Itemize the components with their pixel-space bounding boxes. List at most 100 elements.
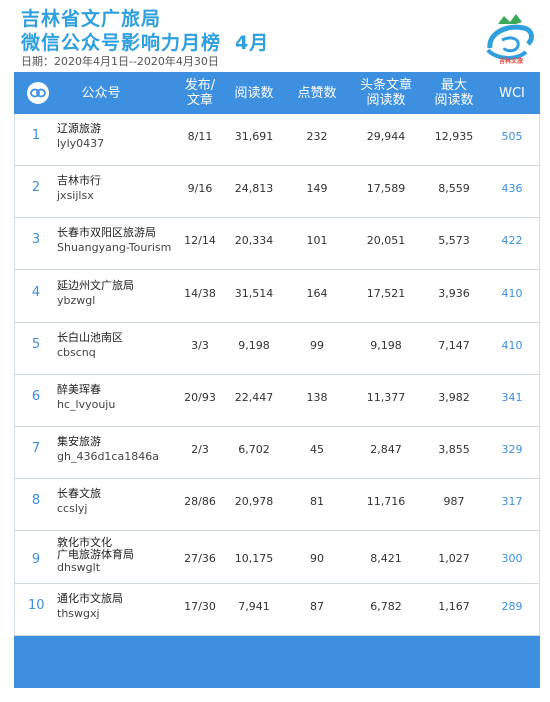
- cell-wci: 300: [501, 551, 523, 565]
- cell-wci: 410: [501, 286, 523, 300]
- account-name: 长白山池南区: [57, 330, 123, 344]
- cell-max: 3,982: [438, 391, 470, 404]
- footer-bar: [14, 636, 540, 688]
- cell-posts: 14/38: [184, 286, 216, 300]
- cell-reads: 9,198: [238, 338, 270, 352]
- cell-posts: 27/36: [184, 551, 216, 565]
- cell-posts: 12/14: [184, 234, 216, 248]
- cell-likes: 99: [310, 338, 324, 352]
- col-max-line2: 阅读数: [434, 93, 474, 108]
- account-name: 延边州文广旅局: [57, 278, 134, 292]
- col-posts-line1: 发布/: [184, 78, 216, 93]
- cell-posts: 8/11: [187, 130, 213, 143]
- cell-headline: 11,377: [366, 391, 406, 404]
- account-id: ccslyj: [57, 502, 88, 516]
- cell-max: 1,167: [438, 599, 470, 613]
- rank-number: 5: [31, 336, 41, 352]
- col-posts-line2: 文章: [186, 93, 213, 108]
- table-row: 5 长白山池南区 cbscnq 3/3 9,198 99 9,198 7,147 410: [14, 323, 540, 375]
- table-row: 2 吉林市行 jxsijlsx 9/16 24,813 149 17,589 8,559 436: [14, 166, 540, 219]
- account-name: 集安旅游: [57, 435, 101, 449]
- col-wci: WCI: [499, 85, 525, 101]
- cell-reads: 20,334: [234, 234, 274, 248]
- rank-number: 4: [31, 284, 41, 300]
- cell-wci: 505: [501, 130, 523, 143]
- date-range: 日期：2020年4月1日--2020年4月30日: [21, 55, 219, 68]
- col-headline-line1: 头条文章: [359, 78, 412, 93]
- account-id: cbscnq: [57, 345, 96, 359]
- cell-likes: 45: [310, 443, 324, 457]
- account-id: ybzwgl: [57, 293, 96, 307]
- rank-number: 3: [31, 232, 41, 248]
- cell-likes: 149: [306, 182, 328, 196]
- cell-reads: 22,447: [234, 391, 274, 404]
- cell-headline: 20,051: [366, 234, 406, 248]
- cell-posts: 20/93: [184, 391, 216, 404]
- cell-posts: 17/30: [184, 599, 216, 613]
- cell-headline: 17,589: [366, 182, 406, 196]
- account-id: Shuangyang-Tourism: [57, 241, 172, 255]
- cell-wci: 341: [501, 391, 523, 404]
- cell-reads: 10,175: [234, 551, 274, 565]
- rank-number: 10: [28, 597, 45, 613]
- col-max: 最大 阅读数: [424, 72, 484, 114]
- cell-max: 7,147: [438, 338, 470, 352]
- col-account: 公众号: [81, 85, 121, 101]
- cell-likes: 232: [306, 130, 328, 143]
- logo-text: 吉林文旅: [499, 58, 524, 65]
- table-row: 7 集安旅游 gh_436d1ca1846a 2/3 6,702 45 2,847 3,855…: [14, 427, 540, 480]
- cell-max: 5,573: [438, 234, 470, 248]
- col-posts: 发布/文章: [172, 72, 228, 114]
- col-max-line1: 最大: [440, 78, 467, 93]
- table-row: 10 通化市文旅局 thswgxj 17/30 7,941 87 6,782 1,167 289: [14, 584, 540, 636]
- cell-headline: 6,782: [370, 599, 402, 613]
- table-row: 8 长春文旅 ccslyj 28/86 20,978 81 11,716 987 317: [14, 479, 540, 532]
- page-header: 吉林省文广旅局 微信公众号影响力月榜 4月 日期：2020年4月1日--2020年…: [0, 0, 550, 72]
- cell-wci: 289: [501, 599, 523, 613]
- rank-number: 9: [31, 551, 41, 567]
- table-right-border: [539, 114, 540, 636]
- rank-number: 6: [31, 389, 41, 404]
- rank-number: 7: [31, 441, 41, 457]
- account-name: 敦化市文化: [57, 535, 112, 549]
- rank-number: 2: [31, 180, 41, 196]
- table-row: 1 辽源旅游 lyly0437 8/11 31,691 232 29,944 12,935 50…: [14, 114, 540, 166]
- col-headline: 头条文章 阅读数: [352, 72, 420, 114]
- account-name: 长春市双阳区旅游局: [57, 226, 156, 240]
- cell-posts: 28/86: [184, 495, 216, 509]
- cell-headline: 2,847: [370, 443, 402, 457]
- jilin-tourism-logo: [486, 14, 534, 60]
- account-name: 通化市文旅局: [57, 591, 123, 605]
- cell-posts: 3/3: [191, 338, 209, 352]
- cell-max: 3,936: [438, 286, 470, 300]
- cell-likes: 164: [306, 286, 328, 300]
- page-title: 吉林省文广旅局: [21, 8, 162, 30]
- table-row: 6 醉美珲春 hc_lvyouju 20/93 22,447 138 11,377 3,982…: [14, 375, 540, 427]
- cell-headline: 8,421: [370, 551, 402, 565]
- table-row: 9 敦化市文化 广电旅游体育局 dhswglt 27/36 10,175 90 8,421 1,…: [14, 532, 540, 584]
- cell-likes: 101: [306, 234, 328, 248]
- account-name: 长春文旅: [57, 487, 101, 501]
- account-name: 辽源旅游: [57, 122, 101, 135]
- account-name: 吉林市行: [57, 174, 101, 188]
- wechat-link-icon: [27, 82, 49, 104]
- cell-wci: 329: [501, 443, 523, 457]
- cell-max: 1,027: [438, 551, 470, 565]
- account-id: thswgxj: [57, 606, 100, 620]
- cell-headline: 29,944: [366, 130, 406, 143]
- cell-reads: 24,813: [234, 182, 274, 196]
- cell-reads: 6,702: [238, 443, 270, 457]
- cell-likes: 81: [310, 495, 324, 509]
- rank-number: 1: [31, 128, 41, 143]
- cell-likes: 90: [310, 551, 324, 565]
- subtitle-text: 微信公众号影响力月榜: [21, 32, 222, 54]
- account-name: 醉美珲春: [57, 383, 101, 396]
- cell-wci: 317: [501, 495, 523, 509]
- cell-max: 987: [443, 495, 465, 509]
- cell-reads: 31,691: [234, 130, 274, 143]
- table-left-border: [14, 114, 15, 636]
- cell-max: 8,559: [438, 182, 470, 196]
- account-id: hc_lvyouju: [57, 398, 116, 411]
- cell-max: 3,855: [438, 443, 470, 457]
- cell-posts: 2/3: [191, 443, 209, 457]
